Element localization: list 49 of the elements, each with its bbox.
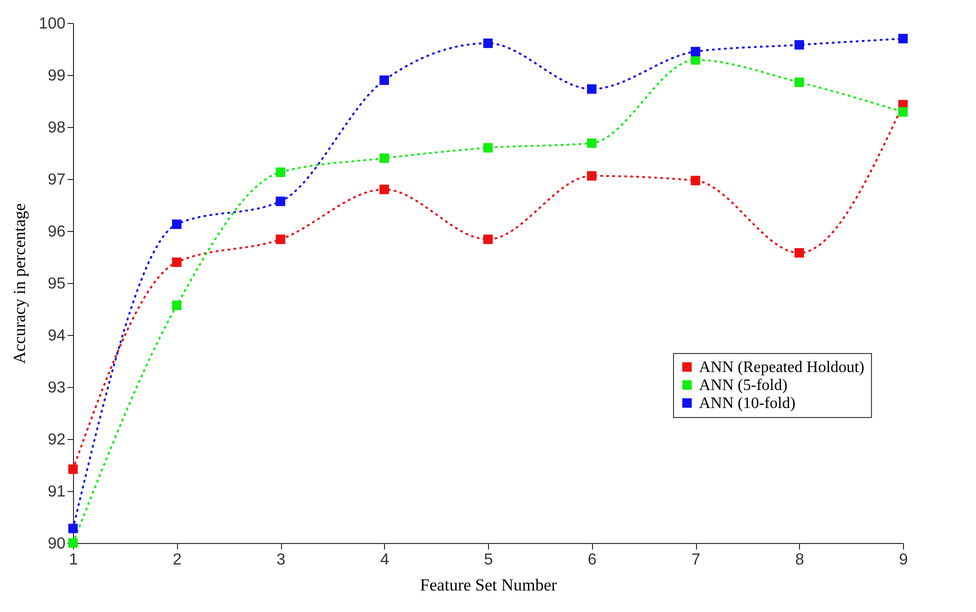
x-tick-label: 8 bbox=[795, 552, 804, 568]
y-tick-label: 93 bbox=[48, 380, 66, 396]
point bbox=[276, 167, 286, 177]
y-tick-label: 96 bbox=[48, 224, 66, 240]
y-tick-label: 100 bbox=[38, 16, 66, 32]
point bbox=[68, 524, 78, 534]
point bbox=[690, 176, 700, 186]
y-tick-label: 94 bbox=[48, 328, 66, 344]
point bbox=[276, 234, 286, 244]
x-tick-label: 5 bbox=[484, 552, 494, 568]
legend-label: ANN (Repeated Holdout) bbox=[699, 359, 864, 376]
y-tick-label: 92 bbox=[48, 432, 66, 448]
point bbox=[380, 184, 389, 194]
y-tick-label: 95 bbox=[48, 276, 66, 292]
point bbox=[794, 78, 804, 88]
point bbox=[172, 219, 182, 229]
y-tick-label: 99 bbox=[48, 68, 66, 84]
point bbox=[898, 34, 908, 44]
point bbox=[172, 257, 182, 267]
x-axis-title: Feature Set Number bbox=[420, 576, 558, 594]
point bbox=[276, 196, 286, 206]
point bbox=[587, 84, 596, 94]
x-tick-label: 9 bbox=[899, 552, 908, 568]
x-tick-label: 1 bbox=[69, 552, 78, 568]
point bbox=[898, 107, 908, 117]
y-axis-title: Accuracy in percentage bbox=[10, 203, 29, 364]
y-tick-label: 97 bbox=[48, 172, 66, 188]
legend-label: ANN (5-fold) bbox=[699, 377, 788, 394]
x-tick-label: 2 bbox=[172, 552, 182, 568]
x-tick-label: 3 bbox=[276, 552, 286, 568]
point bbox=[483, 234, 493, 244]
x-tick-label: 6 bbox=[588, 552, 597, 568]
point bbox=[587, 138, 596, 148]
point bbox=[380, 153, 389, 163]
x-tick-label: 7 bbox=[692, 552, 701, 568]
point bbox=[483, 38, 493, 48]
point bbox=[483, 143, 493, 153]
x-tick-label: 4 bbox=[380, 552, 390, 568]
point bbox=[794, 248, 804, 258]
point bbox=[172, 300, 182, 310]
point bbox=[794, 40, 804, 50]
legend-label: ANN (10-fold) bbox=[699, 395, 796, 412]
y-tick-label: 91 bbox=[48, 484, 66, 500]
y-tick-label: 98 bbox=[48, 120, 66, 136]
point bbox=[68, 464, 78, 474]
point bbox=[690, 46, 700, 56]
y-tick-label: 90 bbox=[48, 536, 66, 552]
point bbox=[380, 75, 389, 85]
point bbox=[587, 171, 596, 181]
